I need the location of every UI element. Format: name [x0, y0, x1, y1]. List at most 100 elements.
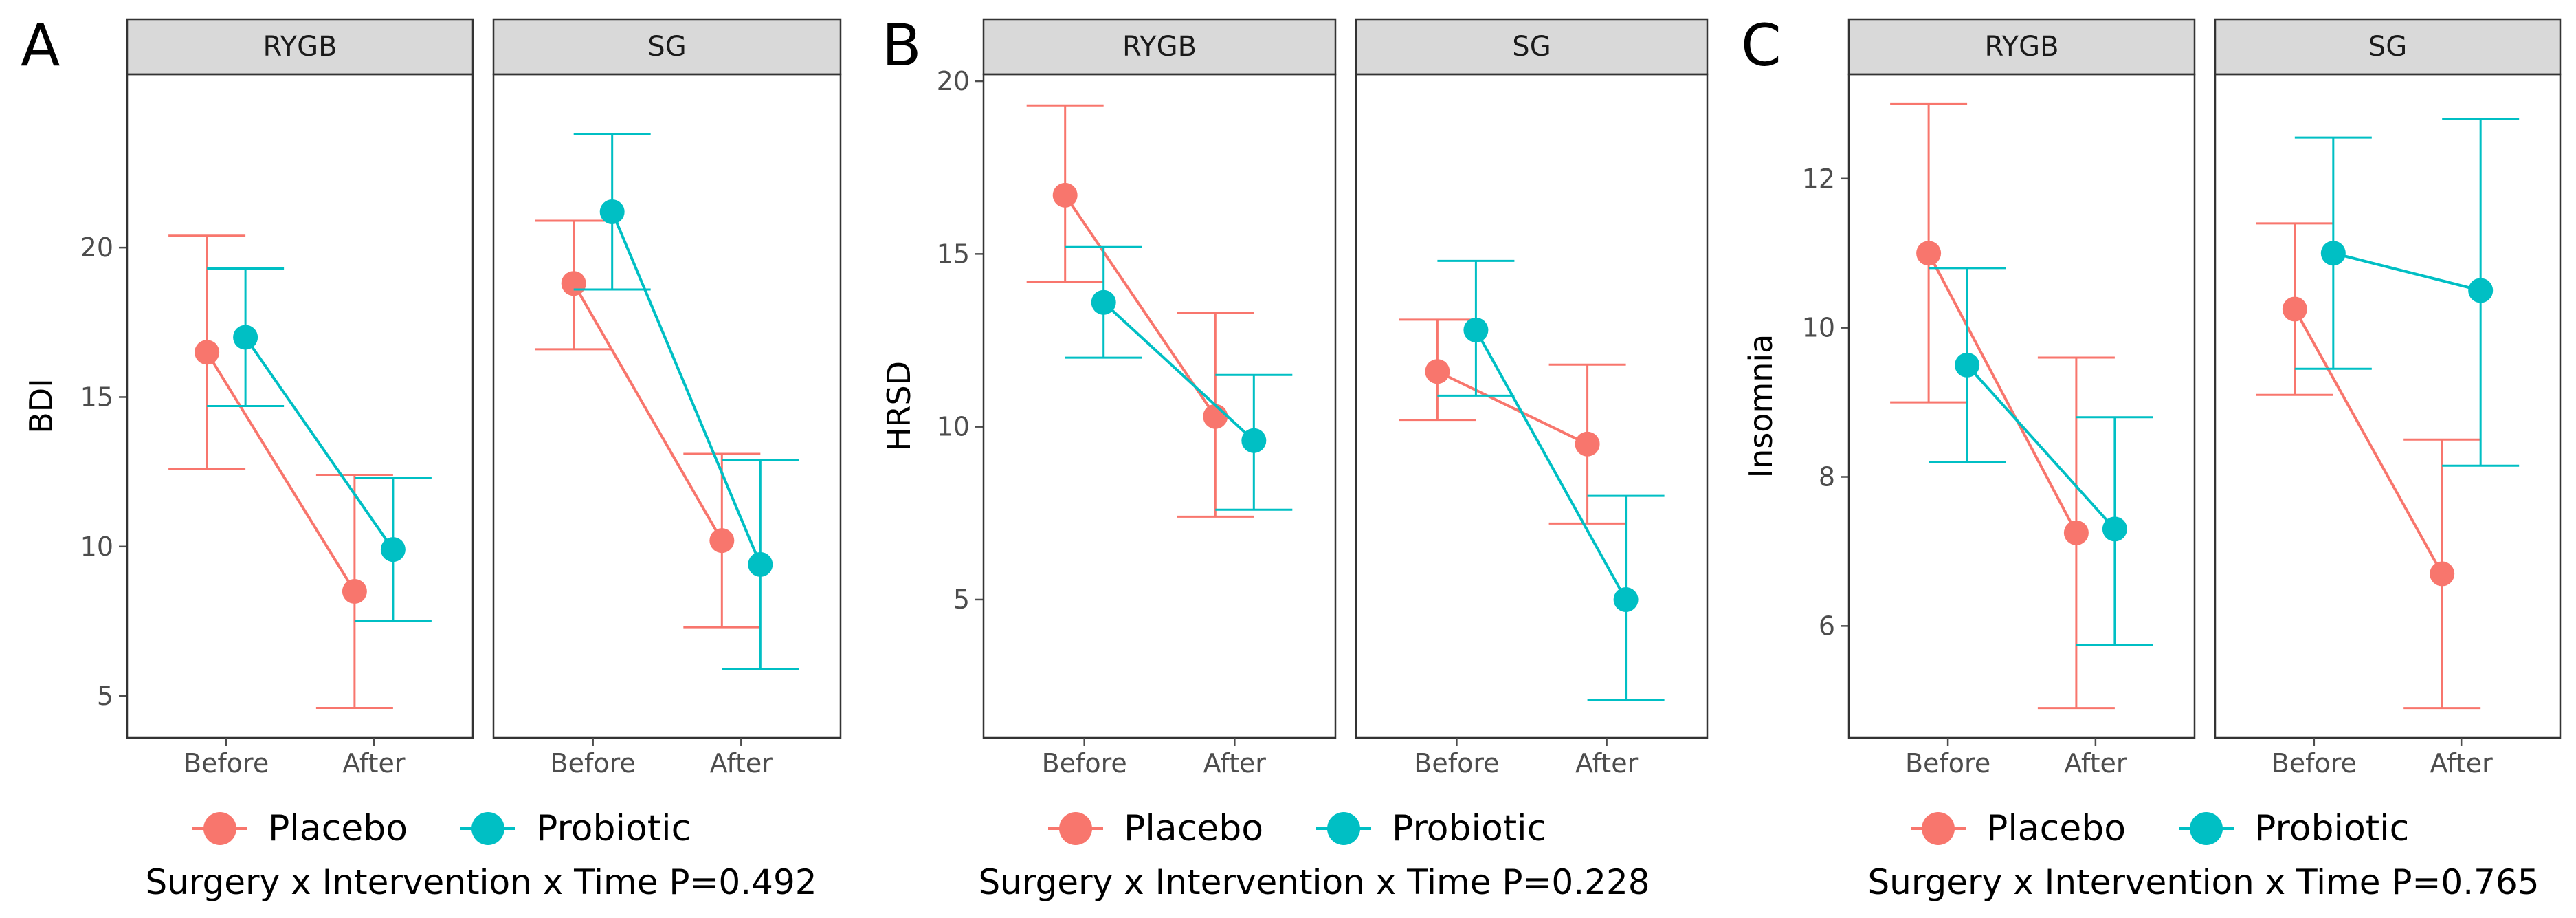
facet-strip — [982, 18, 1337, 76]
chart-b: B HRSD 5 10 15 20 RYGB Before After SG Before After… — [880, 12, 1709, 902]
series-probiotic — [207, 267, 432, 622]
x-tick-label: After — [2430, 748, 2494, 778]
facet-rygb: RYGB Before After — [126, 18, 474, 778]
y-tick-label: 5 — [97, 681, 113, 711]
data-point — [1955, 352, 1980, 378]
interaction-p-value: Surgery x Intervention x Time P=0.492 — [145, 862, 817, 902]
y-tick-label: 10 — [80, 532, 113, 562]
legend-key-point — [1059, 812, 1092, 845]
x-tick-label: Before — [551, 748, 636, 778]
data-point — [599, 199, 625, 224]
legend-key-point — [203, 812, 236, 845]
series-probiotic — [1437, 259, 1665, 701]
x-tick-label: After — [710, 748, 773, 778]
data-point — [1613, 587, 1639, 612]
y-tick-label: 20 — [80, 232, 113, 263]
panel-border — [1847, 73, 2196, 739]
x-tick-label: Before — [2272, 748, 2357, 778]
data-point — [342, 579, 367, 604]
series-line — [244, 336, 395, 551]
data-point — [2468, 278, 2494, 303]
x-tick-label: After — [1203, 748, 1267, 778]
series-placebo — [535, 219, 761, 629]
chart-c: C Insomnia 6 8 10 12 RYGB Before After SG Before Af… — [1741, 12, 2562, 902]
data-point — [1425, 359, 1450, 384]
x-tick-label: After — [2064, 748, 2127, 778]
chart-a: A BDI 5 10 15 20 RYGB Before After SG Before After P… — [21, 12, 842, 902]
series-line — [610, 211, 762, 565]
data-point — [1052, 182, 1078, 208]
facet-rygb: RYGB Before After — [982, 18, 1337, 778]
legend-label-placebo: Placebo — [1986, 808, 2126, 849]
x-tick-label: After — [1575, 748, 1639, 778]
legend-key-point — [471, 812, 504, 845]
interaction-p-value: Surgery x Intervention x Time P=0.765 — [1867, 862, 2539, 902]
panel-letter: B — [882, 12, 922, 79]
y-tick-label: 6 — [1819, 611, 1835, 641]
y-tick-label: 8 — [1819, 462, 1835, 492]
data-point — [1091, 289, 1116, 315]
interaction-p-value: Surgery x Intervention x Time P=0.228 — [978, 862, 1650, 902]
legend: Placebo Probiotic — [192, 808, 691, 849]
facet-strip-label: RYGB — [1122, 31, 1197, 63]
legend: Placebo Probiotic — [1048, 808, 1546, 849]
legend-key-point — [1327, 812, 1360, 845]
data-point — [2102, 516, 2127, 542]
facet-strip — [1847, 18, 2196, 76]
x-tick-label: Before — [1905, 748, 1990, 778]
data-point — [2282, 296, 2307, 322]
facet-strip-label: RYGB — [263, 31, 337, 63]
series-placebo — [2256, 222, 2481, 710]
series-line — [1966, 364, 2116, 530]
data-point — [2430, 561, 2455, 587]
legend-label-placebo: Placebo — [268, 808, 408, 849]
data-point — [2320, 241, 2346, 266]
legend-key-point — [2190, 812, 2223, 845]
panel-border — [2214, 73, 2562, 739]
legend-label-probiotic: Probiotic — [2254, 808, 2409, 849]
series-probiotic — [573, 133, 799, 670]
y-tick-label: 20 — [937, 66, 970, 96]
data-point — [1203, 404, 1228, 429]
panel-border — [982, 73, 1337, 739]
panel-border — [1355, 73, 1709, 739]
legend-label-probiotic: Probiotic — [536, 808, 691, 849]
facet-strip — [1355, 18, 1709, 76]
y-axis-title: HRSD — [880, 361, 918, 451]
x-tick-label: Before — [1042, 748, 1127, 778]
y-axis-title: BDI — [23, 378, 60, 434]
panel-border — [126, 73, 474, 739]
legend-label-placebo: Placebo — [1124, 808, 1263, 849]
facet-rygb: RYGB Before After — [1847, 18, 2196, 778]
data-point — [1463, 317, 1489, 342]
y-tick-label: 15 — [80, 382, 113, 412]
data-point — [748, 551, 773, 577]
series-line — [1436, 370, 1588, 446]
facet-sg: SG Before After — [2214, 18, 2562, 778]
series-line — [206, 351, 356, 593]
y-tick-label: 15 — [937, 239, 970, 269]
data-point — [380, 537, 406, 562]
panel-border — [492, 73, 842, 739]
series-line — [1927, 252, 2078, 534]
data-point — [2063, 520, 2089, 545]
x-tick-label: Before — [184, 748, 269, 778]
data-point — [709, 528, 735, 554]
series-line — [2294, 308, 2443, 575]
series-line — [1064, 194, 1217, 417]
y-axis-title: Insomnia — [1742, 334, 1779, 479]
facet-strip — [492, 18, 842, 76]
facet-strip-label: SG — [2368, 31, 2407, 63]
y-tick-label: 10 — [1802, 313, 1835, 343]
panel-letter: A — [21, 12, 60, 79]
facet-sg: SG Before After — [1355, 18, 1709, 778]
series-placebo — [1026, 104, 1254, 518]
data-point — [195, 340, 220, 365]
series-line — [572, 283, 724, 542]
series-probiotic — [1065, 245, 1293, 511]
series-placebo — [1890, 102, 2115, 710]
series-line — [2333, 252, 2481, 292]
facet-strip-label: SG — [647, 31, 686, 63]
series-probiotic — [1929, 267, 2153, 646]
